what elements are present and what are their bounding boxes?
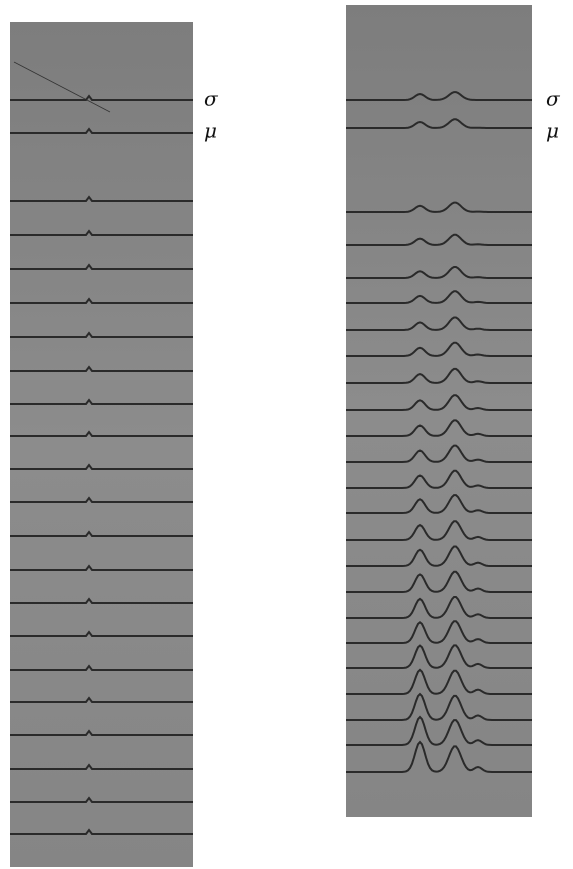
sigma-label: σ: [204, 87, 219, 111]
mu-label: μ: [546, 119, 559, 143]
sigma-label: σ: [546, 87, 561, 111]
left-plate: [10, 22, 193, 867]
figure: σ μ σ μ: [0, 0, 573, 869]
mu-label: μ: [204, 119, 217, 143]
